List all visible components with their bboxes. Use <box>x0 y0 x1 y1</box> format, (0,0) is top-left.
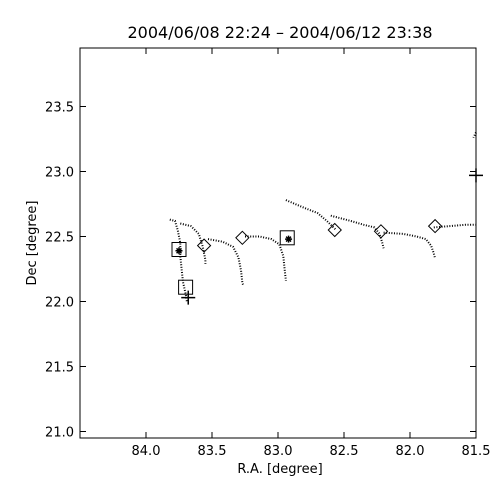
x-tick-label: 83.5 <box>198 444 227 459</box>
square-marker <box>279 230 295 246</box>
track-segment <box>433 223 476 229</box>
plus-marker <box>469 168 483 183</box>
y-tick-label: 23.5 <box>45 101 74 116</box>
diamond-marker <box>427 218 443 234</box>
y-tick-label: 22.5 <box>45 231 74 246</box>
chart-title: 2004/06/08 22:24 – 2004/06/12 23:38 <box>128 23 433 42</box>
y-axis-label: Dec [degree] <box>25 201 40 286</box>
y-tick-label: 22.0 <box>45 296 74 311</box>
y-tick-label: 21.0 <box>45 426 74 441</box>
diamond-marker <box>196 238 212 253</box>
track-segment <box>285 199 337 231</box>
track-segment <box>169 218 188 302</box>
plus-marker <box>181 290 196 305</box>
square-marker <box>178 279 194 295</box>
x-tick-label: 84.0 <box>132 444 161 459</box>
y-tick-label: 21.5 <box>45 361 74 376</box>
track-segment <box>330 214 385 249</box>
asterisk-marker <box>175 247 183 255</box>
x-tick-label: 83.0 <box>264 444 293 459</box>
track-segment <box>180 222 207 264</box>
y-axis: 21.0 21.5 22.0 22.5 23.0 23.5 <box>45 101 476 441</box>
x-axis-label: R.A. [degree] <box>237 462 322 477</box>
asterisk-marker <box>285 235 293 243</box>
square-marker <box>171 242 187 257</box>
diamond-marker <box>327 222 342 238</box>
x-axis: 84.0 83.5 83.0 82.5 82.0 81.5 <box>132 48 491 459</box>
y-tick-label: 23.0 <box>45 166 74 181</box>
plot-area <box>169 132 483 305</box>
diamond-marker <box>373 224 389 239</box>
x-tick-label: 82.0 <box>396 444 425 459</box>
diamond-marker <box>235 230 250 246</box>
x-tick-label: 81.5 <box>462 444 491 459</box>
track-segment <box>472 132 477 139</box>
x-tick-label: 82.5 <box>330 444 359 459</box>
